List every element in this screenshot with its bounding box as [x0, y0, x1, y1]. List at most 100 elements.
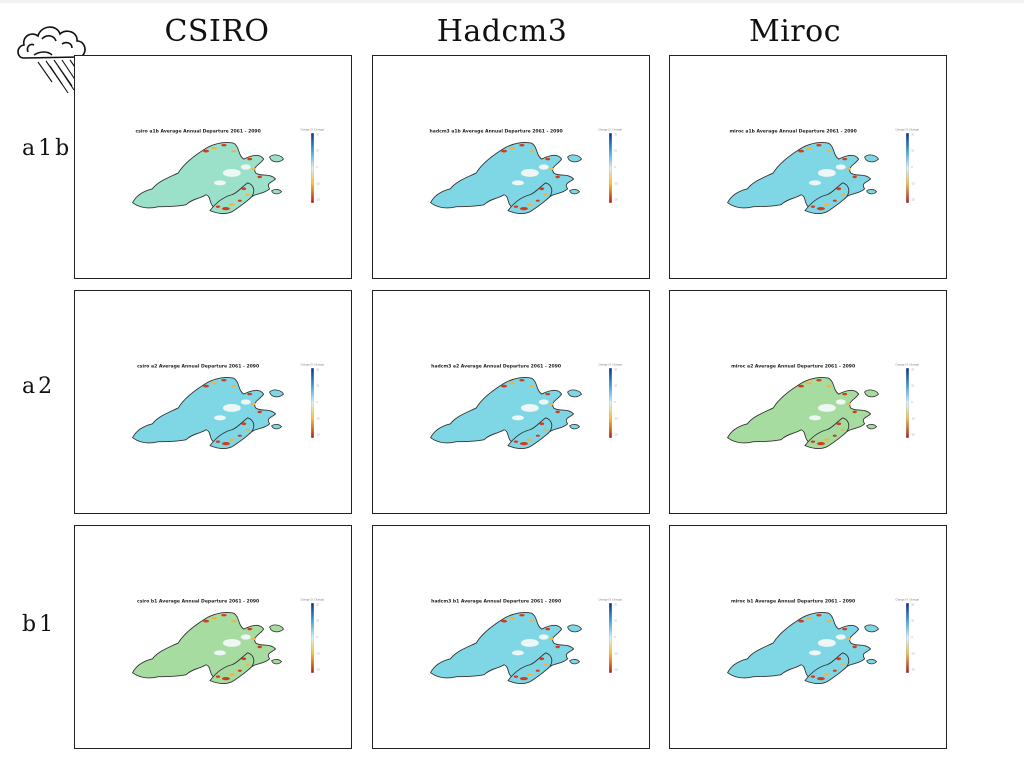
- map-panel-csiro-a2: csiro a2 Average Annual Departure 2061 -…: [74, 290, 352, 514]
- colorbar-tick-label: 20: [911, 133, 914, 136]
- colorbar-tick-label: 0: [614, 166, 616, 169]
- map-panel-miroc-a1b: miroc a1b Average Annual Departure 2061 …: [669, 55, 947, 279]
- colorbar-tick-label: 10: [911, 620, 914, 623]
- colorbar-tick-label: 10: [614, 150, 617, 153]
- map-anomaly-warmspots: [806, 146, 851, 206]
- map-pale-areas: [511, 164, 549, 186]
- map-pale-areas: [213, 164, 251, 186]
- colorbar-tick-label: 0: [316, 166, 318, 169]
- colorbar-tick-label: 10: [316, 385, 319, 388]
- colorbar-tick-label: -10: [316, 417, 320, 420]
- colorbar-gradient: [609, 133, 612, 203]
- map-title: hadcm3 a2 Average Annual Departure 2061 …: [431, 363, 561, 369]
- map-anomaly-warmspots: [509, 616, 554, 676]
- map-title: csiro a1b Average Annual Departure 2061 …: [135, 128, 260, 134]
- map-island-east: [269, 624, 284, 633]
- colorbar-ticks: 20 10 0 -10 -20: [316, 368, 320, 436]
- map-peninsula: [804, 182, 850, 215]
- map-title: csiro a2 Average Annual Departure 2061 -…: [137, 363, 259, 369]
- map-peninsula: [209, 652, 255, 685]
- colorbar-tick-label: 10: [614, 620, 617, 623]
- colorbar-tick-label: -20: [614, 199, 618, 202]
- map-landmass: [727, 141, 872, 210]
- colorbar-tick-label: -20: [911, 199, 915, 202]
- map-island-east: [567, 389, 582, 398]
- map-island-southeast: [569, 659, 581, 665]
- colorbar-tick-label: 0: [316, 401, 318, 404]
- map-title: miroc a2 Average Annual Departure 2061 -…: [731, 363, 855, 369]
- colorbar-tick-label: -10: [316, 182, 320, 185]
- colorbar-tick-label: -20: [614, 669, 618, 672]
- map-panel-miroc-a2: miroc a2 Average Annual Departure 2061 -…: [669, 290, 947, 514]
- colorbar-ticks: 20 10 0 -10 -20: [911, 603, 915, 671]
- colorbar-ticks: 20 10 0 -10 -20: [316, 133, 320, 201]
- map-landmass: [132, 141, 277, 210]
- colorbar-title: Change (% Change): [895, 598, 919, 601]
- map-island-southeast: [569, 189, 581, 195]
- map-island-east: [567, 624, 582, 633]
- map-anomaly-warmspots: [509, 146, 554, 206]
- map-island-east: [567, 154, 582, 163]
- colorbar-tick-label: 20: [911, 368, 914, 371]
- colorbar-tick-label: -10: [614, 182, 618, 185]
- map-anomaly-hotspots: [203, 379, 262, 446]
- colorbar-tick-label: 20: [316, 368, 319, 371]
- colorbar-tick-label: 10: [316, 620, 319, 623]
- map-panel-hadcm3-a2: hadcm3 a2 Average Annual Departure 2061 …: [372, 290, 650, 514]
- map-anomaly-hotspots: [798, 614, 857, 681]
- map-peninsula: [209, 417, 255, 450]
- map-landmass: [430, 376, 575, 445]
- row-label-a2: a2: [22, 374, 56, 399]
- map-panel-csiro-b1: csiro b1 Average Annual Departure 2061 -…: [74, 525, 352, 749]
- map-landmass: [430, 141, 575, 210]
- map-island-east: [864, 624, 879, 633]
- map-island-east: [864, 389, 879, 398]
- map-landmass: [727, 611, 872, 680]
- column-header-csiro: CSIRO: [164, 14, 270, 49]
- map-anomaly-hotspots: [798, 144, 857, 211]
- map-landmass: [727, 376, 872, 445]
- colorbar-tick-label: 0: [911, 166, 913, 169]
- map-anomaly-warmspots: [509, 381, 554, 441]
- map-anomaly-hotspots: [501, 379, 560, 446]
- map-anomaly-warmspots: [211, 381, 256, 441]
- colorbar-ticks: 20 10 0 -10 -20: [614, 133, 618, 201]
- map-title: miroc a1b Average Annual Departure 2061 …: [729, 128, 856, 134]
- colorbar-title: Change (% Change): [598, 363, 622, 366]
- map-island-southeast: [271, 189, 283, 195]
- colorbar-tick-label: -20: [316, 434, 320, 437]
- map-pale-areas: [511, 399, 549, 421]
- colorbar-tick-label: 10: [316, 150, 319, 153]
- colorbar-tick-label: 0: [614, 636, 616, 639]
- colorbar-title: Change (% Change): [300, 128, 324, 131]
- map-landmass: [132, 611, 277, 680]
- map-anomaly-hotspots: [203, 614, 262, 681]
- colorbar-title: Change (% Change): [895, 128, 919, 131]
- colorbar-tick-label: 0: [911, 401, 913, 404]
- colorbar-tick-label: 20: [614, 603, 617, 606]
- map-peninsula: [507, 652, 553, 685]
- colorbar-title: Change (% Change): [300, 598, 324, 601]
- colorbar-tick-label: -10: [614, 652, 618, 655]
- map-anomaly-hotspots: [501, 614, 560, 681]
- top-rule: [0, 0, 1024, 3]
- map-pale-areas: [213, 634, 251, 656]
- map-panel-csiro-a1b: csiro a1b Average Annual Departure 2061 …: [74, 55, 352, 279]
- colorbar-tick-label: -20: [316, 199, 320, 202]
- map-island-southeast: [866, 189, 878, 195]
- map-island-southeast: [866, 424, 878, 430]
- map-anomaly-warmspots: [806, 616, 851, 676]
- colorbar-gradient: [906, 603, 909, 673]
- colorbar-tick-label: 0: [316, 636, 318, 639]
- map-panel-hadcm3-a1b: hadcm3 a1b Average Annual Departure 2061…: [372, 55, 650, 279]
- colorbar-tick-label: 0: [911, 636, 913, 639]
- map-anomaly-hotspots: [798, 379, 857, 446]
- colorbar-tick-label: 20: [614, 368, 617, 371]
- map-pale-areas: [808, 634, 846, 656]
- map-island-southeast: [271, 424, 283, 430]
- map-title: miroc b1 Average Annual Departure 2061 -…: [731, 598, 855, 604]
- map-anomaly-hotspots: [203, 144, 262, 211]
- colorbar-tick-label: -10: [911, 417, 915, 420]
- colorbar-tick-label: -20: [911, 434, 915, 437]
- map-landmass: [430, 611, 575, 680]
